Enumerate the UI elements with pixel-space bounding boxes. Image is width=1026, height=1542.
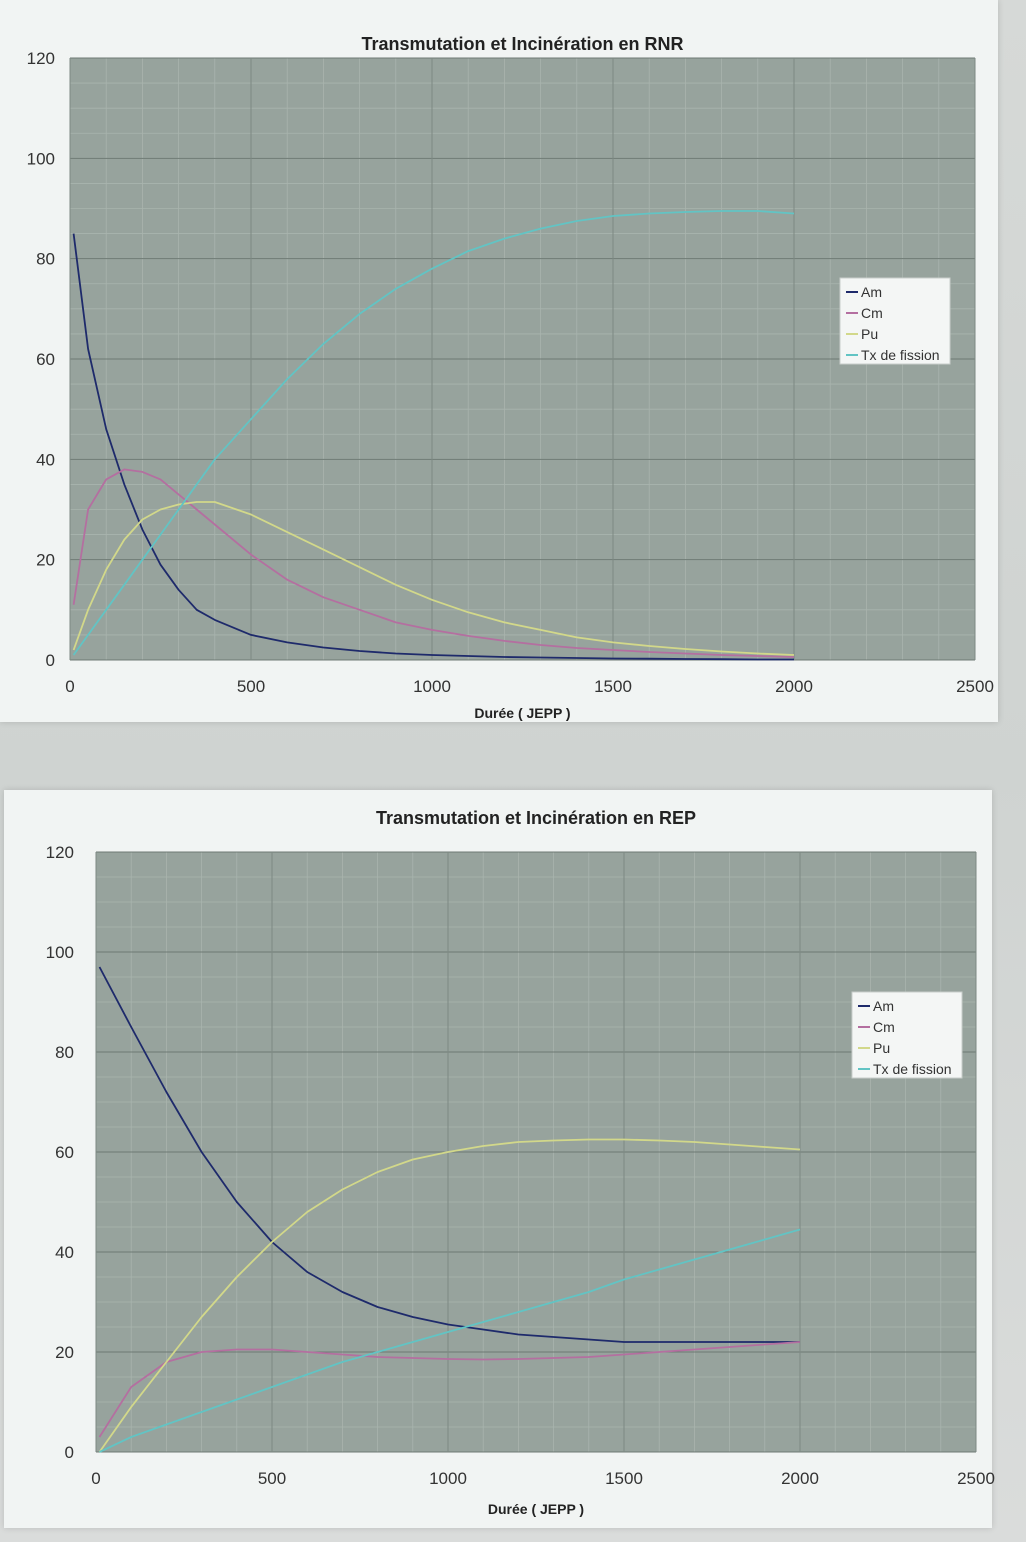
chart-title: Transmutation et Incinération en REP (376, 808, 696, 828)
y-tick-label: 60 (55, 1143, 74, 1162)
series-line (72, 233, 794, 661)
series-line (98, 1341, 801, 1438)
series-line (72, 468, 795, 658)
y-tick-label: 20 (36, 551, 55, 570)
y-tick-label: 100 (27, 149, 55, 168)
series-line (99, 1228, 801, 1453)
legend-entry: Pu (861, 326, 878, 342)
y-tick-label: 120 (46, 843, 74, 862)
legend-entry: Tx de fission (873, 1061, 952, 1077)
legend-box (851, 991, 963, 1079)
chart-rep: Transmutation et Incinération en REP 0 20 4… (46, 808, 995, 1517)
x-tick-label: 2500 (956, 677, 994, 696)
y-tick-label: 40 (36, 450, 55, 469)
chart-title: Transmutation et Incinération en RNR (361, 34, 683, 54)
legend-entry: Cm (873, 1019, 895, 1035)
chart-panel-rep: Transmutation et Incinération en REP 0 20 4… (4, 790, 995, 1528)
chart-rnr: Transmutation et Incinération en RNRdans… (27, 34, 994, 721)
x-axis-label: Durée ( JEPP ) (488, 1501, 584, 1517)
legend-entry: Cm (861, 305, 883, 321)
x-tick-label: 0 (65, 677, 74, 696)
x-tick-label: 500 (237, 677, 265, 696)
legend-entry: Tx de fission (861, 347, 940, 363)
y-tick-label: 100 (46, 943, 74, 962)
y-tick-label: 0 (46, 651, 55, 670)
y-tick-label: 60 (36, 350, 55, 369)
series-line (72, 501, 795, 656)
x-tick-label: 0 (91, 1469, 100, 1488)
y-tick-label: 120 (27, 49, 55, 68)
x-tick-label: 2000 (781, 1469, 819, 1488)
legend-entry: Pu (873, 1040, 890, 1056)
legend-box (839, 277, 951, 365)
y-tick-label: 20 (55, 1343, 74, 1362)
x-tick-label: 1000 (413, 677, 451, 696)
x-tick-label: 1000 (429, 1469, 467, 1488)
x-axis-label: Durée ( JEPP ) (474, 705, 570, 721)
legend-entry: Am (861, 284, 882, 300)
series-line (98, 966, 800, 1343)
y-tick-label: 0 (65, 1443, 74, 1462)
y-tick-label: 80 (36, 250, 55, 269)
y-tick-label: 80 (55, 1043, 74, 1062)
y-tick-label: 40 (55, 1243, 74, 1262)
legend-entry: Am (873, 998, 894, 1014)
x-tick-label: 2500 (957, 1469, 995, 1488)
x-tick-label: 2000 (775, 677, 813, 696)
x-tick-label: 1500 (594, 677, 632, 696)
x-tick-label: 1500 (605, 1469, 643, 1488)
series-line (98, 1138, 801, 1453)
chart-panel-rnr: Transmutation et Incinération en RNRdans… (0, 0, 998, 722)
x-tick-label: 500 (258, 1469, 286, 1488)
series-line (72, 210, 795, 656)
